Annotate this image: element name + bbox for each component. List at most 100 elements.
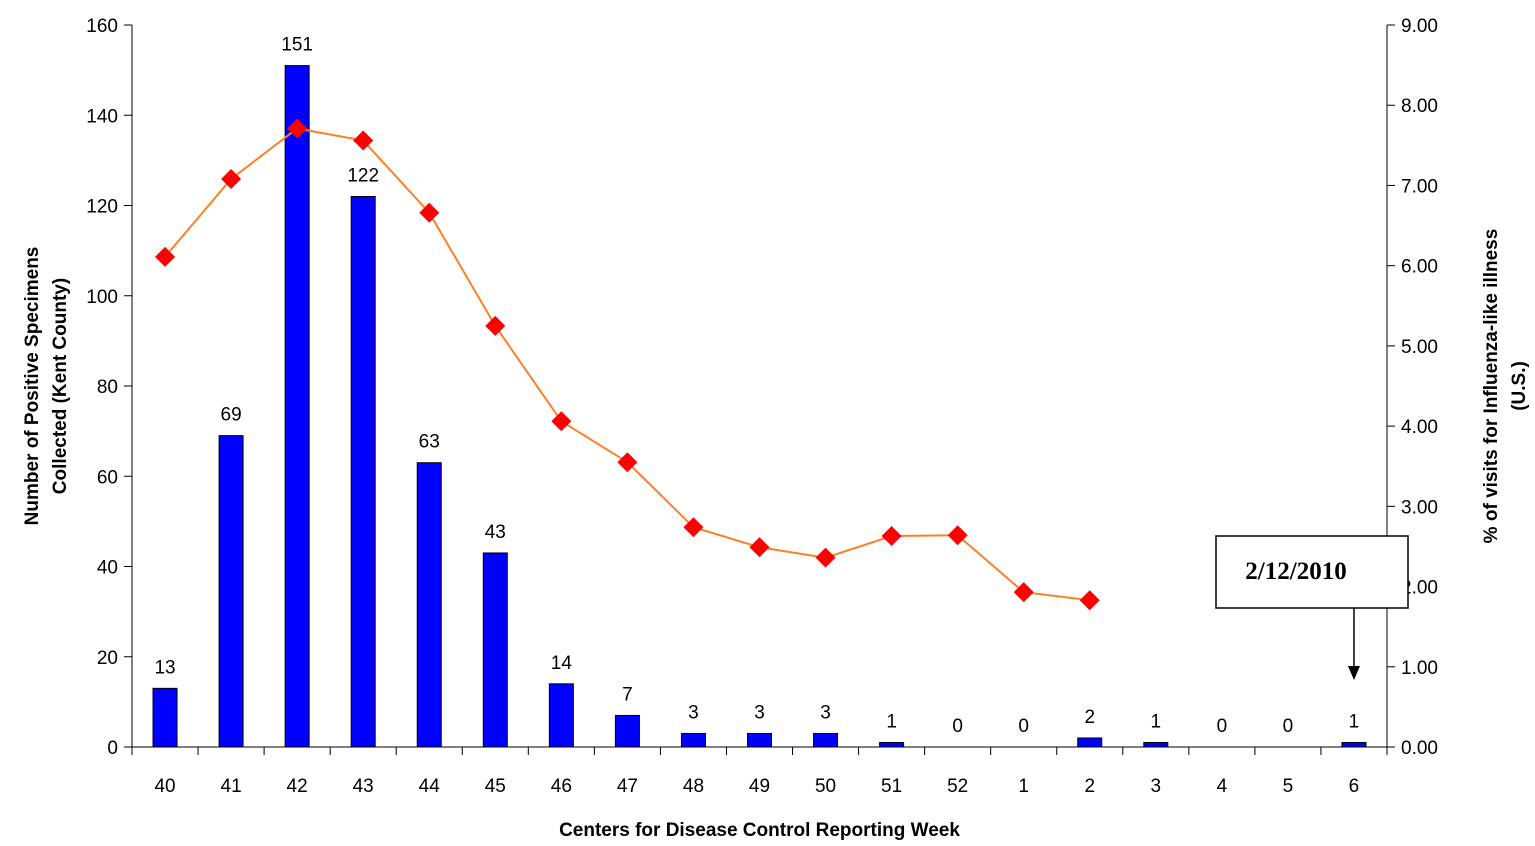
annotation-date-text: 2/12/2010: [1245, 558, 1346, 585]
bar-data-label: 3: [754, 702, 765, 723]
line-marker: [551, 411, 572, 432]
line-marker: [683, 517, 704, 538]
left-y-tick-label: 60: [97, 467, 118, 488]
bar-data-label: 0: [1018, 716, 1029, 737]
line-marker: [155, 246, 176, 267]
right-y-tick-label: 6.00: [1401, 257, 1438, 278]
right-y-tick-label: 9.00: [1401, 16, 1438, 37]
bar: [1143, 741, 1169, 748]
bar: [879, 741, 905, 748]
bar-data-label: 43: [485, 522, 506, 543]
bar: [548, 683, 574, 748]
left-y-tick-label: 100: [86, 287, 118, 308]
x-tick-label: 3: [1151, 776, 1162, 797]
line-marker: [617, 452, 638, 473]
right-y-tick-label: 2.00: [1401, 578, 1438, 599]
left-y-tick-label: 20: [97, 648, 118, 669]
x-tick-label: 48: [683, 776, 704, 797]
bar: [482, 552, 508, 748]
left-y-tick-label: 160: [86, 16, 118, 37]
bar-data-label: 3: [688, 702, 699, 723]
bar: [1077, 737, 1103, 748]
annotation-group: 2/12/2010: [1215, 535, 1409, 680]
line-marker: [947, 525, 968, 546]
bar: [284, 65, 310, 748]
bar-data-label: 0: [1217, 716, 1228, 737]
annotation-arrow-head: [1347, 666, 1360, 680]
bar: [1341, 741, 1367, 748]
bar-data-label: 7: [622, 684, 633, 705]
right-y-tick-label: 5.00: [1401, 337, 1438, 358]
x-tick-label: 4: [1217, 776, 1228, 797]
line-marker: [749, 537, 770, 558]
x-axis-title: Centers for Disease Control Reporting We…: [559, 820, 960, 841]
bar-data-label: 13: [154, 657, 175, 678]
x-tick-label: 2: [1084, 776, 1095, 797]
x-tick-label: 6: [1349, 776, 1360, 797]
x-tick-label: 42: [287, 776, 308, 797]
x-tick-label: 44: [419, 776, 441, 797]
line-marker: [1079, 590, 1100, 611]
x-tick-label: 49: [749, 776, 770, 797]
x-tick-label: 50: [815, 776, 836, 797]
line-marker: [221, 169, 242, 190]
right-y-axis-title-line2: (U.S.): [1509, 361, 1530, 411]
bar: [152, 687, 178, 748]
axes-group: 0204060801001201401600.001.002.003.004.0…: [86, 16, 1438, 797]
left-y-tick-label: 80: [97, 377, 118, 398]
left-y-axis-title-line1: Number of Positive Specimens: [22, 247, 43, 526]
x-tick-label: 5: [1283, 776, 1294, 797]
bar-data-label: 122: [347, 165, 379, 186]
x-tick-label: 46: [551, 776, 572, 797]
bar: [680, 732, 706, 748]
bar-data-label: 1: [1151, 711, 1162, 732]
bar: [350, 195, 376, 748]
line-marker: [881, 526, 902, 547]
left-y-tick-label: 0: [107, 738, 118, 759]
bar: [614, 714, 640, 748]
line-marker: [1013, 582, 1034, 603]
labels-group: 13 69 151 122 63 43 14 7 3 3 3 1 0 0 2 1 0 0 1: [154, 35, 1359, 737]
x-tick-label: 43: [353, 776, 374, 797]
left-y-tick-label: 120: [86, 197, 118, 218]
left-y-tick-label: 40: [97, 558, 118, 579]
bars-group: [152, 65, 1367, 748]
x-tick-label: 40: [154, 776, 175, 797]
bar-data-label: 1: [886, 711, 897, 732]
x-tick-label: 1: [1018, 776, 1029, 797]
x-tick-label: 51: [881, 776, 902, 797]
left-y-axis-title-line2: Collected (Kent County): [50, 278, 71, 494]
line-marker: [353, 130, 374, 151]
annotation-box: [1215, 535, 1409, 609]
bar: [813, 732, 839, 748]
bar-data-label: 1: [1349, 711, 1360, 732]
right-y-tick-label: 7.00: [1401, 176, 1438, 197]
x-tick-label: 45: [485, 776, 506, 797]
right-y-tick-label: 3.00: [1401, 497, 1438, 518]
line-marker: [815, 547, 836, 568]
bar-data-label: 3: [820, 702, 831, 723]
right-y-axis-title-line1: % of visits for Influenza-like illness: [1481, 229, 1502, 544]
bar-data-label: 151: [281, 35, 313, 56]
bar: [416, 462, 442, 748]
bar-data-label: 0: [1283, 716, 1294, 737]
line-marker: [287, 118, 308, 139]
line-group: [155, 118, 1100, 611]
bar-data-label: 69: [221, 405, 242, 426]
bar-data-label: 0: [952, 716, 963, 737]
bar-data-label: 2: [1084, 707, 1095, 728]
x-tick-label: 41: [221, 776, 242, 797]
bar: [218, 435, 244, 748]
right-y-tick-label: 8.00: [1401, 96, 1438, 117]
right-y-tick-label: 4.00: [1401, 417, 1438, 438]
line-marker: [485, 315, 506, 336]
x-tick-label: 52: [947, 776, 968, 797]
x-tick-label: 47: [617, 776, 638, 797]
left-y-tick-label: 140: [86, 106, 118, 127]
right-y-tick-label: 0.00: [1401, 738, 1438, 759]
right-y-tick-label: 1.00: [1401, 658, 1438, 679]
bar-data-label: 14: [551, 653, 573, 674]
bar: [747, 732, 772, 748]
